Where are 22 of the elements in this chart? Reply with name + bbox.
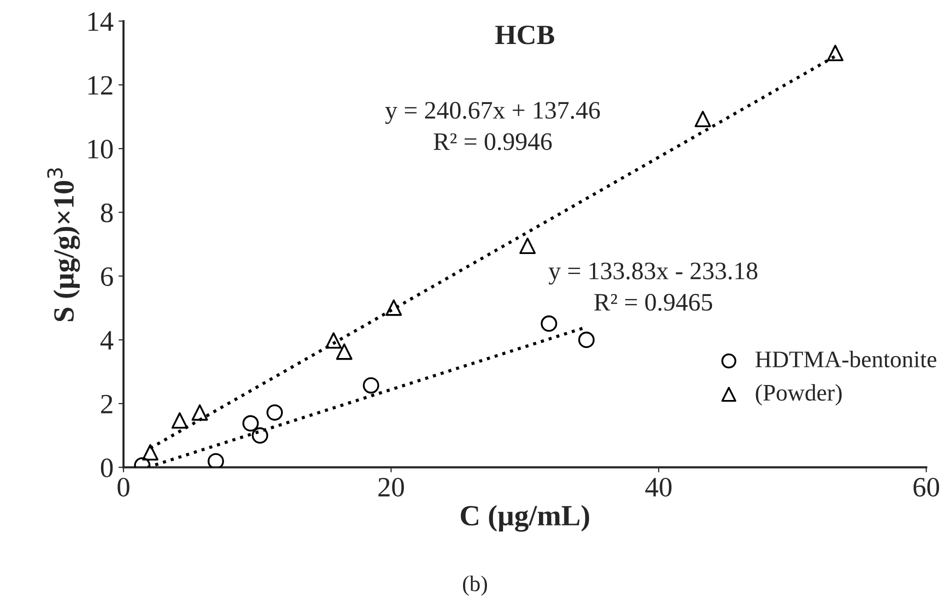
text: (b) [463, 576, 487, 596]
annotation: R² = 0.9946 [434, 133, 552, 150]
y-tick-label: 10 [88, 140, 113, 159]
x-tick-label: 20 [378, 478, 404, 497]
legend-label: HDTMA-bentonite [755, 350, 936, 368]
x-tick-label: 0 [118, 478, 130, 497]
y-tick-label: 14 [88, 12, 114, 31]
y-tick-label: 0 [100, 458, 113, 478]
x-axis-title: C (µg/mL) [460, 505, 590, 532]
y-tick-label: 6 [101, 267, 113, 286]
y-tick-label: 12 [88, 76, 112, 94]
annotation: y = 133.83x - 233.18 [548, 262, 758, 285]
annotation: R² = 0.9465 [594, 294, 712, 311]
y-tick-label: 8 [100, 204, 113, 222]
annotation: y = 240.67x + 137.46 [385, 102, 600, 124]
y-axis-title: S (µg/g)×10$^{3}$ [47, 168, 80, 322]
legend-label: (Powder) [756, 384, 842, 406]
y-tick-label: 4 [100, 331, 114, 350]
x-tick-label: 60 [914, 478, 940, 497]
y-tick-label: 2 [101, 394, 112, 414]
chart-title: HCB [495, 26, 554, 44]
x-tick-label: 40 [645, 478, 672, 497]
